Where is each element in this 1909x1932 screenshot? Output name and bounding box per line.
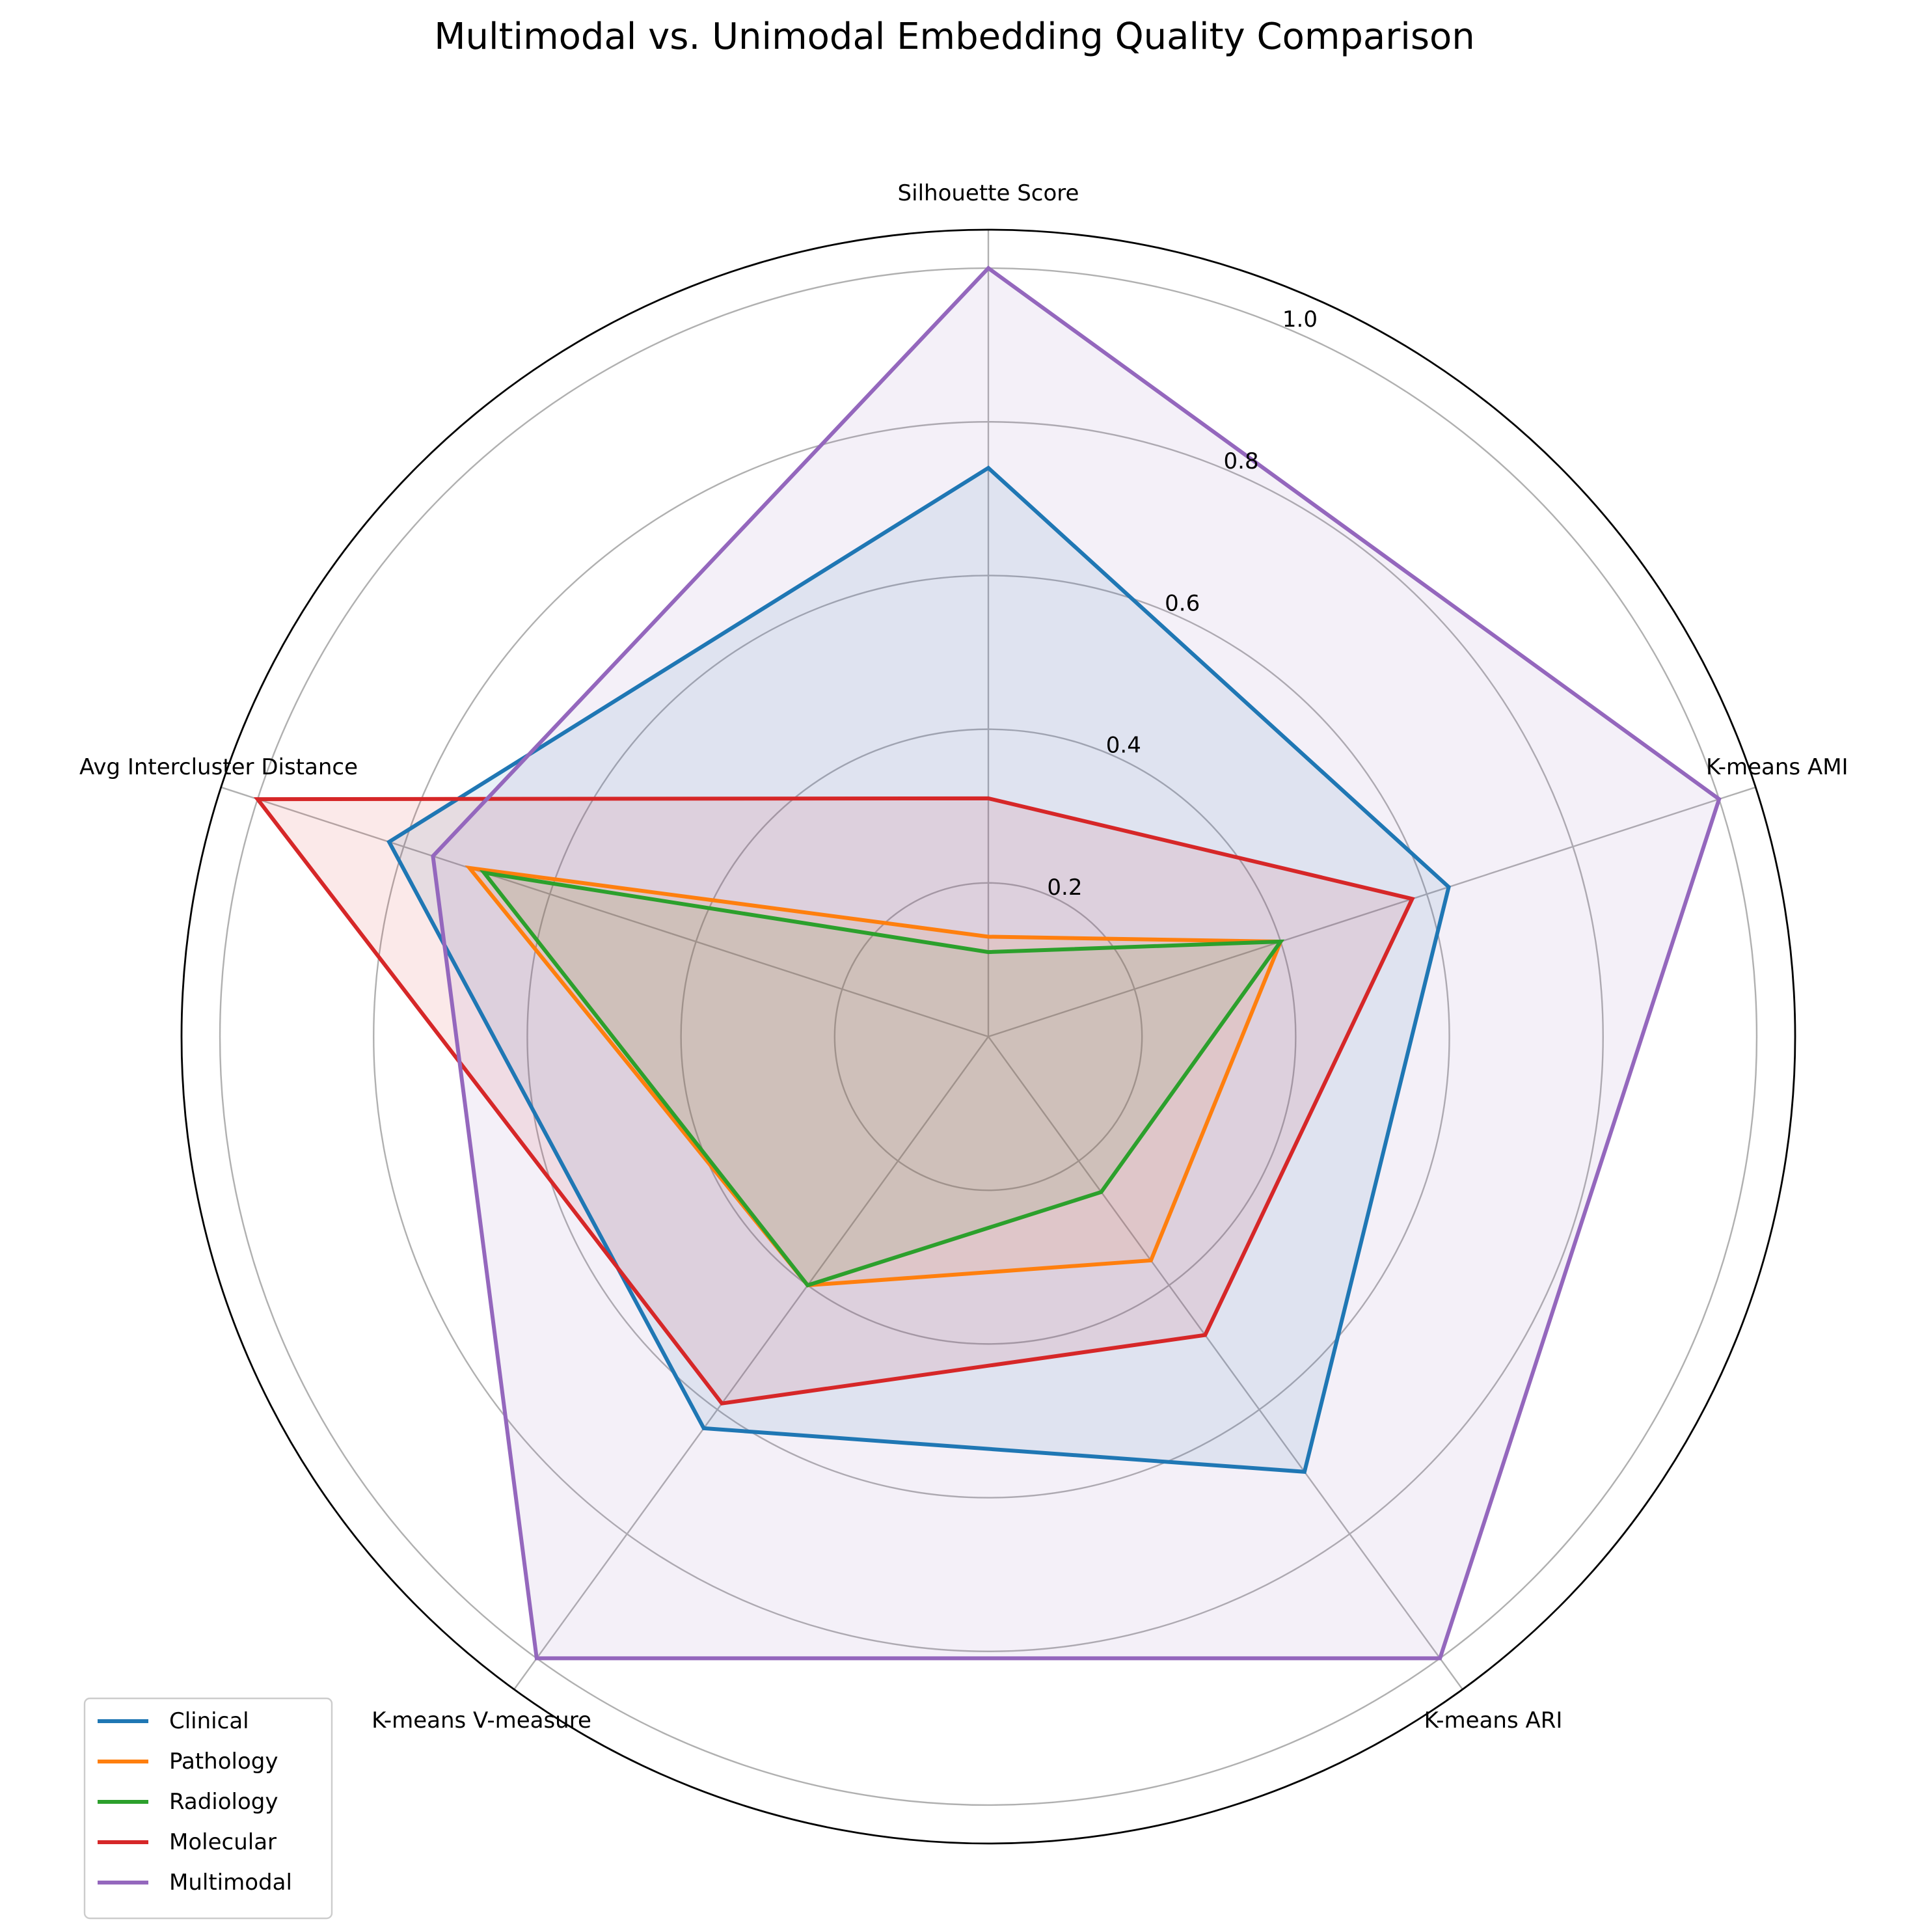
fill-layer	[257, 268, 1720, 1659]
radial-tick-label: 0.4	[1106, 733, 1141, 759]
grid-spoke-3	[513, 1036, 989, 1690]
legend-label-pathology: Pathology	[169, 1748, 278, 1775]
line-layer	[253, 265, 1722, 1661]
legend-box	[83, 1697, 333, 1920]
series-line-pathology	[465, 865, 1284, 1288]
axis-label-4: Avg Intercluster Distance	[79, 754, 358, 780]
series-fill-radiology	[484, 873, 1281, 1286]
axis-label-2: K-means ARI	[1424, 1708, 1563, 1734]
legend-label-multimodal: Multimodal	[169, 1870, 292, 1896]
radial-tick-label: 0.6	[1165, 590, 1200, 616]
axis-label-3: K-means V-measure	[372, 1708, 591, 1734]
legend-label-clinical: Clinical	[169, 1708, 249, 1734]
series-fill-pathology	[469, 867, 1281, 1286]
grid-spoke-2	[988, 1036, 1463, 1690]
series-fill-multimodal	[433, 268, 1720, 1659]
radial-tick-label: 0.2	[1047, 875, 1082, 901]
grid-spoke-1	[988, 786, 1756, 1038]
axis-label-1: K-means AMI	[1706, 754, 1848, 780]
axis-label-0: Silhouette Score	[898, 180, 1079, 206]
series-line-clinical	[386, 465, 1451, 1474]
grid-spoke-4	[221, 786, 989, 1038]
label-layer: 0.2 0.4 0.6 0.8 1.0 Silhouette Score K-means A…	[79, 180, 1848, 1734]
radial-tick-label: 0.8	[1224, 448, 1259, 474]
series-line-radiology	[479, 870, 1285, 1288]
chart-title: Multimodal vs. Unimodal Embedding Qualit…	[434, 16, 1475, 58]
legend-label-molecular: Molecular	[169, 1829, 277, 1855]
legend: Clinical Pathology Radiology Molecular Multi…	[83, 1697, 333, 1920]
series-line-multimodal	[431, 265, 1722, 1661]
legend-label-radiology: Radiology	[169, 1789, 278, 1815]
polar-frame	[180, 228, 1796, 1845]
series-line-molecular	[253, 796, 1415, 1406]
series-fill-clinical	[389, 468, 1449, 1472]
radial-tick-label: 1.0	[1282, 306, 1318, 333]
